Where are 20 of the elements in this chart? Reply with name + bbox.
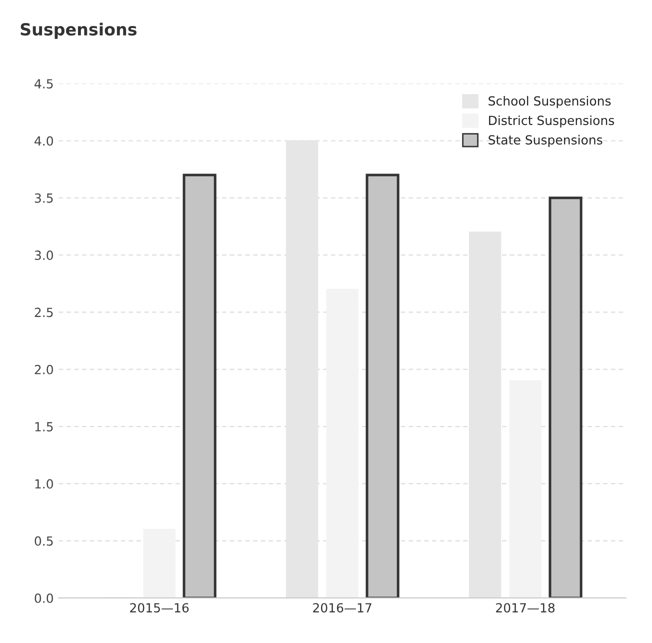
- y-tick-label: 3.5: [34, 193, 53, 203]
- legend-label: School Suspensions: [488, 96, 611, 108]
- y-tick-label: 2.5: [34, 308, 53, 318]
- chart-title: Suspensions: [20, 22, 137, 39]
- y-tick-label: 3.0: [34, 250, 53, 260]
- y-tick-label: 1.0: [35, 479, 53, 489]
- y-tick-label: 4.5: [34, 79, 53, 89]
- y-tick-label: 0.5: [34, 536, 53, 546]
- y-tick-label: 0.0: [34, 593, 53, 603]
- legend-label: State Suspensions: [488, 134, 602, 148]
- legend-label: District Suspensions: [489, 115, 614, 128]
- y-tick-label: 2.0: [34, 364, 53, 374]
- x-tick-label: 2015—16: [130, 603, 189, 613]
- bar: [509, 380, 542, 598]
- y-tick-label: 1.5: [35, 422, 53, 432]
- bar: [326, 288, 358, 598]
- x-tick-label: 2016—17: [313, 603, 372, 613]
- x-tick-label: 2017—18: [496, 603, 555, 613]
- bar: [143, 528, 176, 598]
- y-tick-label: 4.0: [34, 136, 53, 146]
